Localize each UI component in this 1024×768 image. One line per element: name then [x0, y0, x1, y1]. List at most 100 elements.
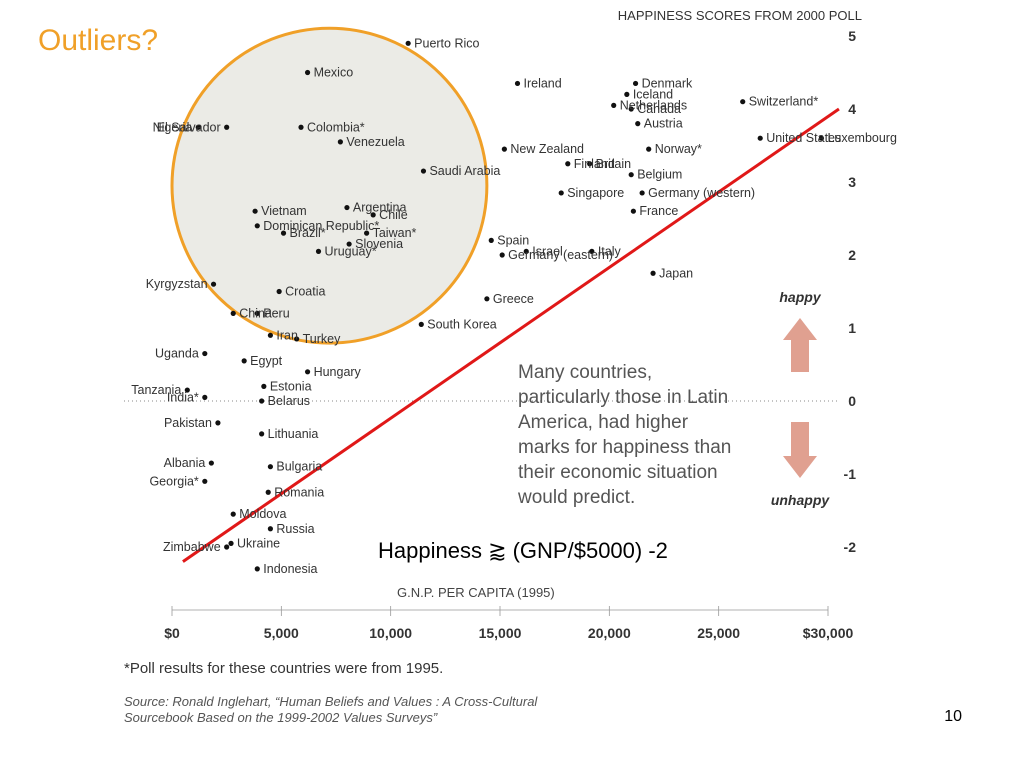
data-point [241, 358, 247, 364]
point-label: Germany (eastern) [508, 248, 613, 262]
callout-text: Many countries, particularly those in La… [518, 362, 732, 508]
point-label: Japan [659, 266, 693, 280]
point-label: Indonesia [263, 562, 317, 576]
point-label: Uruguay* [325, 244, 377, 258]
point-label: Zimbabwe [163, 540, 221, 554]
point-label: Iceland [633, 87, 673, 101]
data-point [259, 398, 265, 404]
footnote: *Poll results for these countries were f… [124, 660, 444, 677]
point-label: Greece [493, 292, 534, 306]
data-point [499, 252, 505, 258]
data-point [252, 208, 258, 214]
point-label: Belgium [637, 168, 682, 182]
point-label: Netherlands [620, 98, 687, 112]
point-label: Russia [276, 522, 314, 536]
point-label: Uganda [155, 347, 199, 361]
data-point [639, 190, 645, 196]
point-label: Britain [596, 157, 631, 171]
x-tick-label: 10,000 [369, 625, 412, 641]
data-point [276, 288, 282, 295]
unhappy-label: unhappy [771, 492, 831, 508]
point-label: Iran [276, 328, 298, 342]
x-tick-label: 15,000 [479, 625, 522, 641]
point-label: Pakistan [164, 416, 212, 430]
point-label: El Salvador [157, 120, 221, 134]
data-point [304, 369, 311, 375]
point-label: Finland [574, 157, 615, 171]
happy-label: happy [779, 289, 821, 305]
data-point [230, 310, 236, 316]
equation: Happiness ⪆ (GNP/$5000) -2 [378, 538, 668, 563]
slide-title: Outliers? [38, 24, 159, 57]
y-tick-label: -1 [844, 466, 857, 482]
data-point [254, 223, 260, 229]
source-line-1: Source: Ronald Inglehart, “Human Beliefs… [124, 694, 538, 709]
data-point [230, 511, 236, 517]
data-point [224, 124, 230, 130]
data-point [501, 146, 507, 152]
data-point [364, 230, 370, 236]
data-point [267, 526, 273, 532]
y-tick-label: -2 [844, 539, 857, 555]
point-label: Argentina [353, 201, 407, 215]
data-point [611, 102, 617, 108]
point-label: Nigeria [153, 120, 193, 134]
point-label: Albania [164, 456, 206, 470]
point-label: Dominican Republic* [263, 219, 379, 233]
data-point [265, 489, 271, 495]
point-label: Georgia* [149, 474, 198, 488]
y-tick-label: 1 [848, 320, 856, 336]
point-label: Denmark [642, 76, 693, 90]
point-label: Switzerland* [749, 95, 819, 109]
data-point [420, 168, 427, 174]
data-point [224, 544, 230, 550]
point-label: Luxembourg [827, 131, 897, 145]
point-label: Turkey [303, 332, 341, 346]
point-label: Colombia* [307, 120, 365, 134]
data-point [254, 310, 260, 316]
data-point [346, 241, 352, 247]
point-label: Chile [379, 208, 408, 222]
point-label: New Zealand [510, 142, 584, 156]
point-label: United States [766, 131, 841, 145]
point-label: Hungary [314, 365, 362, 379]
data-point [294, 336, 300, 342]
point-label: Ukraine [237, 536, 280, 550]
point-label: Spain [497, 233, 529, 247]
x-tick-label: 20,000 [588, 625, 631, 641]
point-label: Croatia [285, 285, 325, 299]
data-point [315, 248, 322, 254]
point-label: Italy [598, 244, 622, 258]
chart-title: HAPPINESS SCORES FROM 2000 POLL [618, 8, 862, 23]
point-label: Mexico [314, 66, 354, 80]
unhappy-arrow-icon [783, 422, 817, 478]
trend-line [182, 107, 840, 563]
data-point [280, 230, 287, 236]
data-point [228, 540, 234, 546]
data-point [514, 80, 521, 87]
data-point [523, 248, 529, 254]
data-point [370, 212, 376, 218]
data-point [195, 124, 201, 130]
point-label: Lithuania [268, 427, 319, 441]
point-label: Israel [532, 244, 563, 258]
point-label: Austria [644, 117, 683, 131]
data-point [757, 135, 763, 141]
data-point [405, 40, 411, 46]
point-label: China [239, 306, 272, 320]
data-point [632, 80, 639, 87]
data-point [210, 281, 217, 287]
data-point [488, 237, 494, 243]
page-number: 10 [944, 708, 962, 725]
data-point [740, 99, 746, 105]
y-tick-label: 5 [848, 28, 856, 44]
data-point [484, 296, 490, 302]
data-point [628, 172, 634, 178]
data-point [344, 204, 350, 211]
highlight-circle-fill [172, 28, 487, 344]
data-point [418, 321, 424, 327]
x-tick-label: 25,000 [697, 625, 740, 641]
point-label: India* [167, 390, 199, 404]
